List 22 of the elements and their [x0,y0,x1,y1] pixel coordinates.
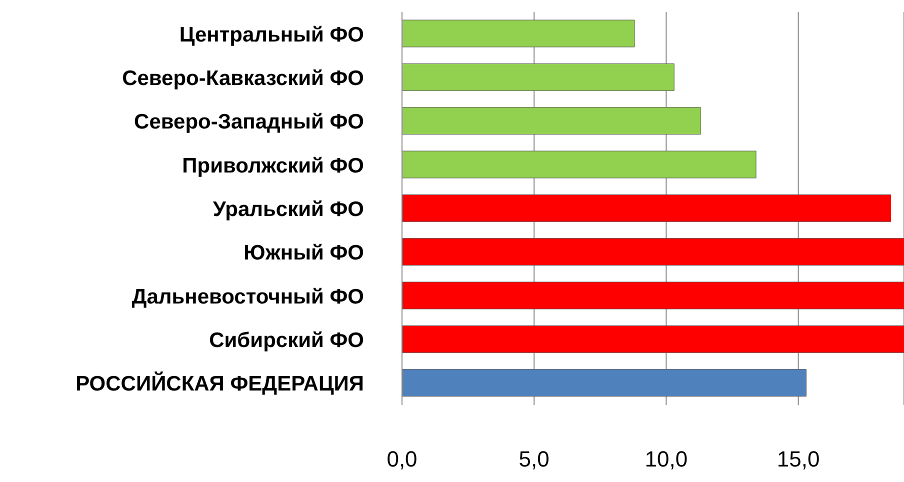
bar [402,63,674,91]
y-tick-label: Северо-Западный ФО [134,110,364,134]
x-tick-label: 15,0 [776,446,820,472]
bar [402,369,806,397]
y-tick-label: Центральный ФО [179,23,364,46]
y-tick-label: РОССИЙСКАЯ ФЕДЕРАЦИЯ [76,370,364,396]
bar [402,194,892,222]
x-tick-label: 5,0 [518,446,550,472]
bar [402,107,701,135]
y-tick-label: Уральский ФО [212,198,364,221]
bar [402,238,904,266]
y-tick-label: Дальневосточный ФО [132,285,364,308]
bar [402,282,904,310]
bar [402,325,904,353]
y-tick-label: Приволжский ФО [182,154,364,178]
x-tick-label: 10,0 [644,446,688,472]
y-tick-label: Северо-Кавказский ФО [122,66,364,90]
bar [402,150,756,178]
bar [402,20,635,48]
y-tick-label: Южный ФО [244,242,364,265]
x-tick-label: 0,0 [386,446,418,472]
y-tick-label: Сибирский ФО [209,328,364,352]
